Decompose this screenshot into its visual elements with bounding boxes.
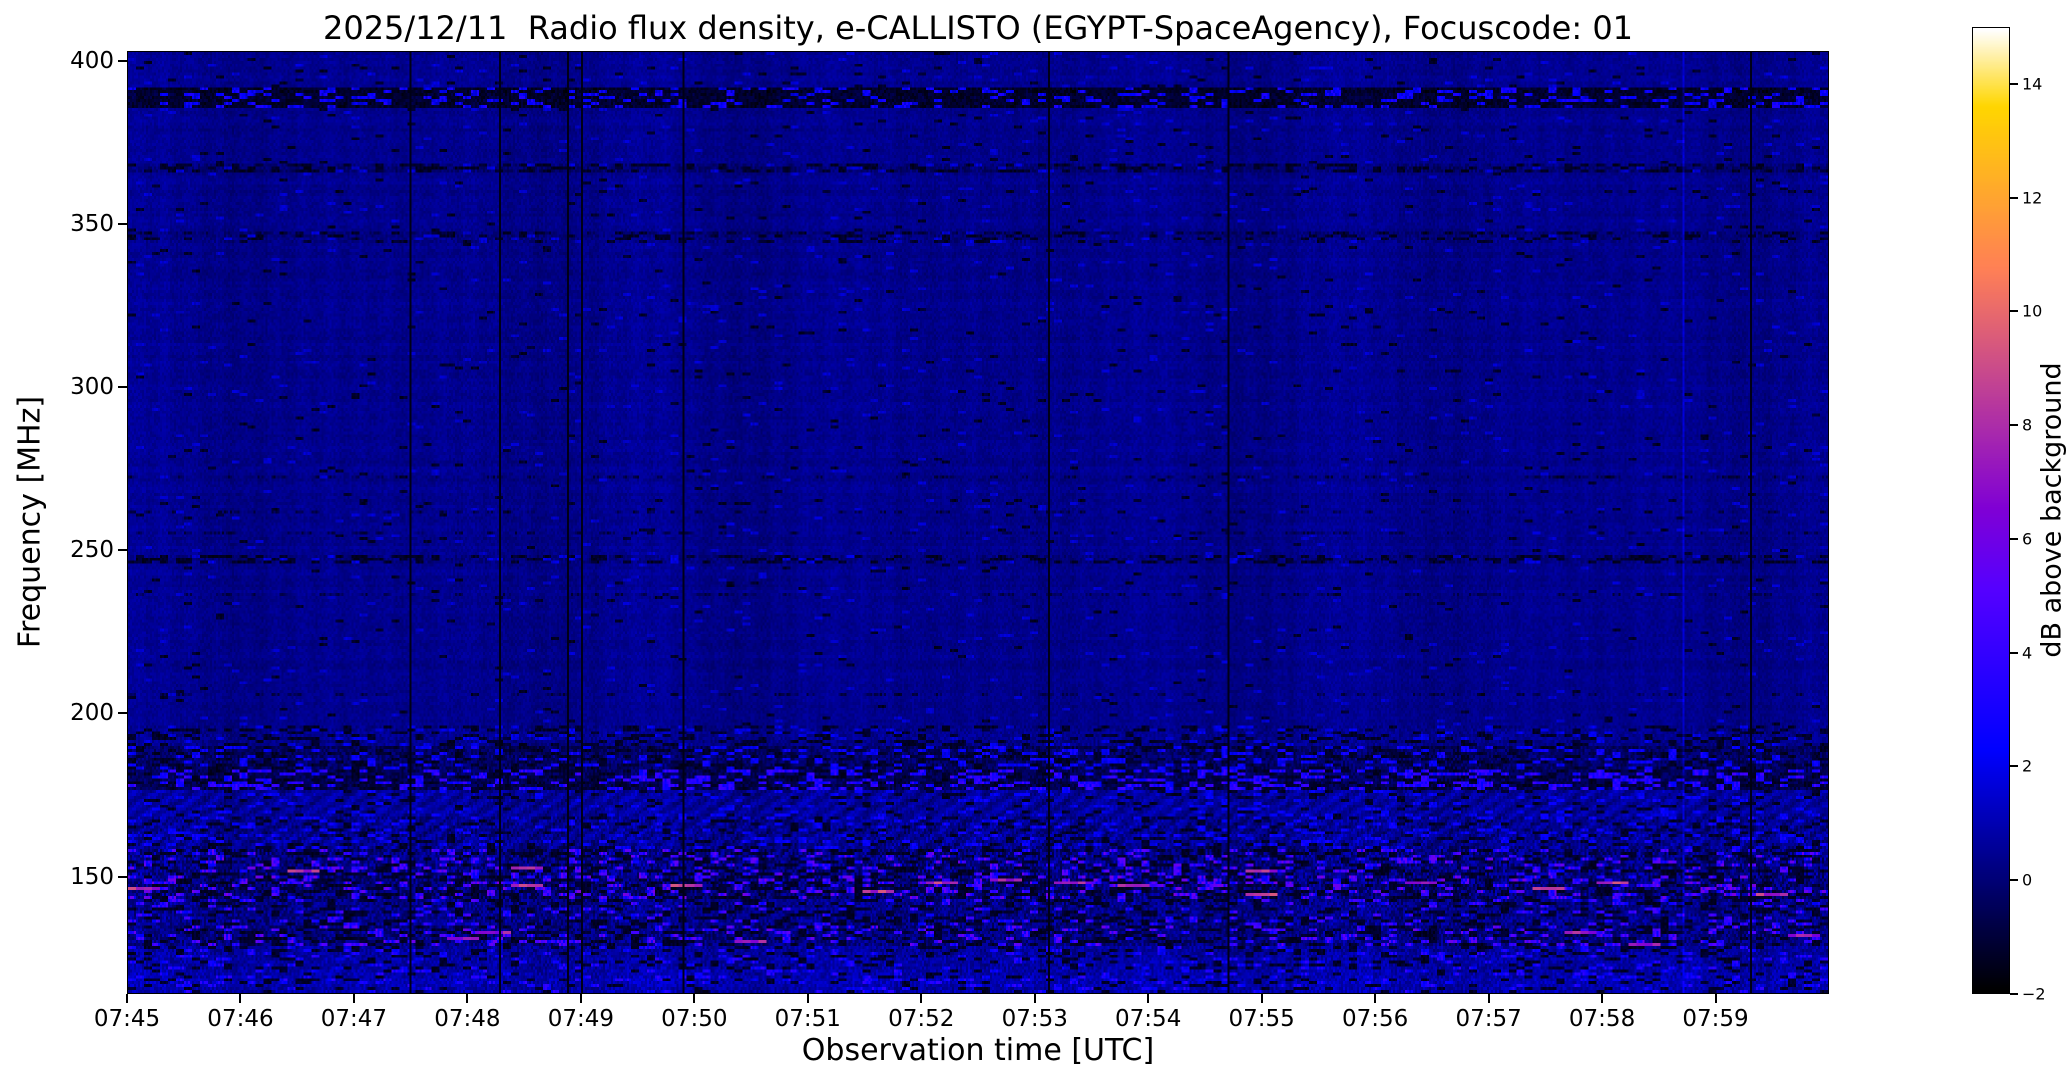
x-tick-mark xyxy=(1033,994,1036,1003)
spectrogram-canvas xyxy=(128,52,1828,993)
x-tick-label: 07:59 xyxy=(1682,1006,1749,1032)
x-tick-mark xyxy=(466,994,469,1003)
colorbar-tick-label: 10 xyxy=(2022,301,2043,321)
x-tick-label: 07:48 xyxy=(434,1006,501,1032)
x-axis-label: Observation time [UTC] xyxy=(801,1033,1155,1067)
x-tick-label: 07:50 xyxy=(661,1006,728,1032)
x-tick-label: 07:57 xyxy=(1455,1006,1522,1032)
colorbar-tick-label: 14 xyxy=(2022,74,2043,94)
colorbar-tick-label: 6 xyxy=(2022,529,2033,549)
colorbar-label: dB above background xyxy=(2036,362,2066,658)
colorbar-tick-mark xyxy=(2010,196,2018,199)
colorbar-tick-label: −2 xyxy=(2022,984,2046,1004)
colorbar-tick-label: 0 xyxy=(2022,870,2033,890)
x-tick-mark xyxy=(1487,994,1490,1003)
colorbar-tick-mark xyxy=(2010,879,2018,882)
colorbar-tick-label: 4 xyxy=(2022,643,2033,663)
colorbar-tick-label: 12 xyxy=(2022,188,2043,208)
colorbar-canvas xyxy=(1973,28,2009,993)
y-tick-label: 200 xyxy=(70,700,114,727)
y-tick-mark xyxy=(118,59,127,62)
y-tick-mark xyxy=(118,875,127,878)
x-tick-label: 07:58 xyxy=(1568,1006,1636,1032)
x-tick-mark xyxy=(1601,994,1604,1003)
x-tick-label: 07:46 xyxy=(207,1006,274,1032)
x-tick-mark xyxy=(1260,994,1263,1003)
y-tick-label: 400 xyxy=(70,47,114,74)
colorbar-tick-mark xyxy=(2010,993,2018,995)
x-tick-mark xyxy=(1147,994,1150,1003)
x-tick-label: 07:47 xyxy=(320,1006,388,1032)
x-tick-mark xyxy=(920,994,923,1003)
y-tick-mark xyxy=(118,549,127,552)
x-tick-mark xyxy=(352,994,355,1003)
x-tick-label: 07:49 xyxy=(547,1006,615,1032)
spectrogram-plot-area xyxy=(127,51,1829,994)
colorbar-tick-label: 8 xyxy=(2022,415,2033,435)
colorbar xyxy=(1972,27,2010,994)
y-tick-label: 300 xyxy=(70,374,114,401)
y-tick-mark xyxy=(118,712,127,715)
x-tick-label: 07:53 xyxy=(1001,1006,1068,1032)
x-tick-label: 07:56 xyxy=(1341,1006,1409,1032)
x-tick-label: 07:51 xyxy=(774,1006,841,1032)
chart-title: 2025/12/11 Radio flux density, e-CALLIST… xyxy=(322,9,1634,47)
y-tick-label: 250 xyxy=(70,537,114,564)
y-tick-label: 350 xyxy=(70,210,114,237)
colorbar-tick-mark xyxy=(2010,651,2018,654)
colorbar-tick-mark xyxy=(2010,424,2018,427)
x-tick-label: 07:52 xyxy=(888,1006,955,1032)
x-tick-mark xyxy=(579,994,582,1003)
x-tick-label: 07:55 xyxy=(1228,1006,1295,1032)
y-axis-label: Frequency [MHz] xyxy=(12,395,48,649)
colorbar-tick-mark xyxy=(2010,310,2018,313)
colorbar-tick-label: 2 xyxy=(2022,756,2033,776)
y-tick-mark xyxy=(118,222,127,225)
y-tick-label: 150 xyxy=(70,863,114,890)
x-tick-label: 07:54 xyxy=(1115,1006,1182,1032)
x-tick-mark xyxy=(693,994,696,1003)
colorbar-tick-mark xyxy=(2010,765,2018,768)
y-tick-mark xyxy=(118,386,127,389)
x-tick-label: 07:45 xyxy=(93,1006,161,1032)
x-tick-mark xyxy=(239,994,242,1003)
colorbar-tick-mark xyxy=(2010,537,2018,540)
x-tick-mark xyxy=(1714,994,1717,1003)
x-tick-mark xyxy=(1374,994,1377,1003)
x-tick-mark xyxy=(806,994,809,1003)
x-tick-mark xyxy=(126,994,128,1003)
colorbar-tick-mark xyxy=(2010,82,2018,85)
